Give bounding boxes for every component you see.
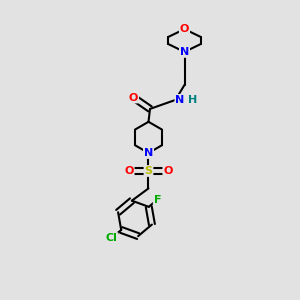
Text: O: O	[124, 166, 134, 176]
Text: H: H	[188, 95, 197, 105]
Text: N: N	[180, 47, 189, 57]
Text: N: N	[176, 95, 184, 105]
Text: O: O	[180, 24, 189, 34]
Text: O: O	[163, 166, 173, 176]
Text: O: O	[129, 92, 138, 103]
Text: S: S	[145, 166, 152, 176]
Text: F: F	[154, 194, 161, 205]
Text: N: N	[144, 148, 153, 158]
Text: Cl: Cl	[106, 233, 118, 243]
